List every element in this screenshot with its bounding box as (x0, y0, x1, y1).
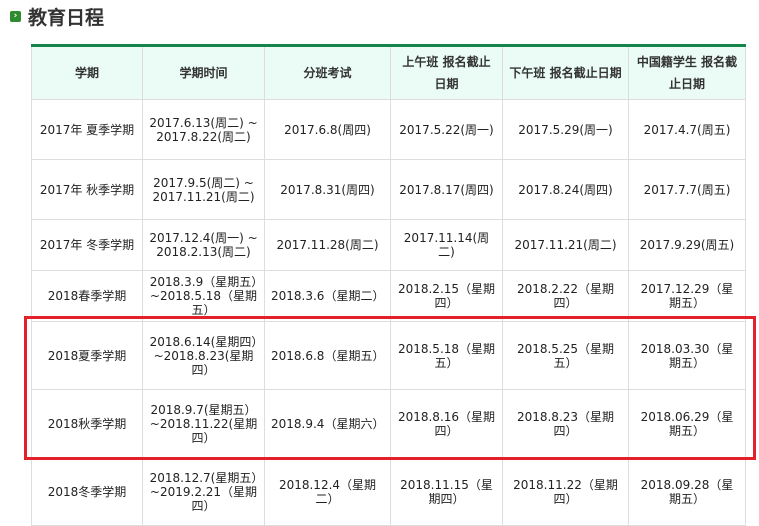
table-cell: 2017年 夏季学期 (31, 99, 143, 160)
table-row: 2018秋季学期 2018.9.7(星期五）~2018.11.22(星期四） 201… (31, 389, 746, 458)
table-cell: 2017.9.5(周二) ~ 2017.11.21(周二) (142, 159, 265, 220)
table-cell: 2018.6.14(星期四）~2018.8.23(星期四） (142, 321, 265, 390)
table-cell: 2017.6.8(周四) (264, 99, 391, 160)
table-cell: 2017年 冬季学期 (31, 219, 143, 271)
table-cell: 2018.06.29（星期五） (628, 389, 746, 458)
table-cell: 2018.12.7(星期五）~2019.2.21（星期四） (142, 457, 265, 526)
table-cell: 2017.5.29(周一) (502, 99, 629, 160)
table-cell: 2018.11.15（星期四） (390, 457, 503, 526)
table-cell: 2018春季学期 (31, 270, 143, 322)
table-cell: 2018.9.4（星期六） (264, 389, 391, 458)
table-row: 2017年 夏季学期 2017.6.13(周二) ~ 2017.8.22(周二) 2… (31, 99, 746, 160)
column-header: 学期时间 (142, 45, 265, 100)
table-cell: 2017.8.17(周四) (390, 159, 503, 220)
column-header: 上午班 报名截止日期 (390, 45, 503, 100)
table-cell: 2017.6.13(周二) ~ 2017.8.22(周二) (142, 99, 265, 160)
table-cell: 2017.12.29（星期五） (628, 270, 746, 322)
column-header: 学期 (31, 45, 143, 100)
column-header: 下午班 报名截止日期 (502, 45, 629, 100)
table-cell: 2018夏季学期 (31, 321, 143, 390)
column-header: 中国籍学生 报名截止日期 (628, 45, 746, 100)
table-cell: 2017.11.21(周二) (502, 219, 629, 271)
table-cell: 2018.6.8（星期五） (264, 321, 391, 390)
table-cell: 2018.5.18（星期五） (390, 321, 503, 390)
page-title: 教育日程 (28, 6, 105, 29)
table-cell: 2017.8.24(周四) (502, 159, 629, 220)
table-cell: 2017年 秋季学期 (31, 159, 143, 220)
table-cell: 2017.8.31(周四) (264, 159, 391, 220)
table-row: 2018夏季学期 2018.6.14(星期四）~2018.8.23(星期四） 201… (31, 321, 746, 390)
page-header: › 教育日程 (10, 4, 105, 29)
schedule-table: 学期 学期时间 分班考试 上午班 报名截止日期 下午班 报名截止日期 中国籍学生 报名截止… (31, 44, 746, 526)
table-cell: 2018.8.23（星期四） (502, 389, 629, 458)
table-cell: 2018.2.15（星期四） (390, 270, 503, 322)
table-cell: 2018.11.22（星期四） (502, 457, 629, 526)
table-cell: 2017.9.29(周五) (628, 219, 746, 271)
table-cell: 2018.5.25（星期五） (502, 321, 629, 390)
table-cell: 2017.7.7(周五) (628, 159, 746, 220)
table-cell: 2018.8.16（星期四） (390, 389, 503, 458)
column-header: 分班考试 (264, 45, 391, 100)
table-cell: 2018冬季学期 (31, 457, 143, 526)
arrow-right-icon: › (10, 10, 21, 22)
table-cell: 2017.11.28(周二) (264, 219, 391, 271)
table-row: 2017年 冬季学期 2017.12.4(周一) ~ 2018.2.13(周二) 2… (31, 219, 746, 271)
table-cell: 2018.3.9（星期五）~2018.5.18（星期五） (142, 270, 265, 322)
table-cell: 2018.12.4（星期二） (264, 457, 391, 526)
table-cell: 2017.5.22(周一) (390, 99, 503, 160)
table-row: 2018冬季学期 2018.12.7(星期五）~2019.2.21（星期四） 201… (31, 457, 746, 526)
table-cell: 2017.12.4(周一) ~ 2018.2.13(周二) (142, 219, 265, 271)
table-cell: 2018.3.6（星期二） (264, 270, 391, 322)
table-cell: 2018秋季学期 (31, 389, 143, 458)
table-cell: 2017.11.14(周二) (390, 219, 503, 271)
table-cell: 2018.09.28（星期五） (628, 457, 746, 526)
table-cell: 2017.4.7(周五) (628, 99, 746, 160)
table-row: 2017年 秋季学期 2017.9.5(周二) ~ 2017.11.21(周二) 2… (31, 159, 746, 220)
table-row: 2018春季学期 2018.3.9（星期五）~2018.5.18（星期五） 2018… (31, 270, 746, 322)
table-cell: 2018.03.30（星期五） (628, 321, 746, 390)
table-cell: 2018.2.22（星期四） (502, 270, 629, 322)
table-cell: 2018.9.7(星期五）~2018.11.22(星期四） (142, 389, 265, 458)
